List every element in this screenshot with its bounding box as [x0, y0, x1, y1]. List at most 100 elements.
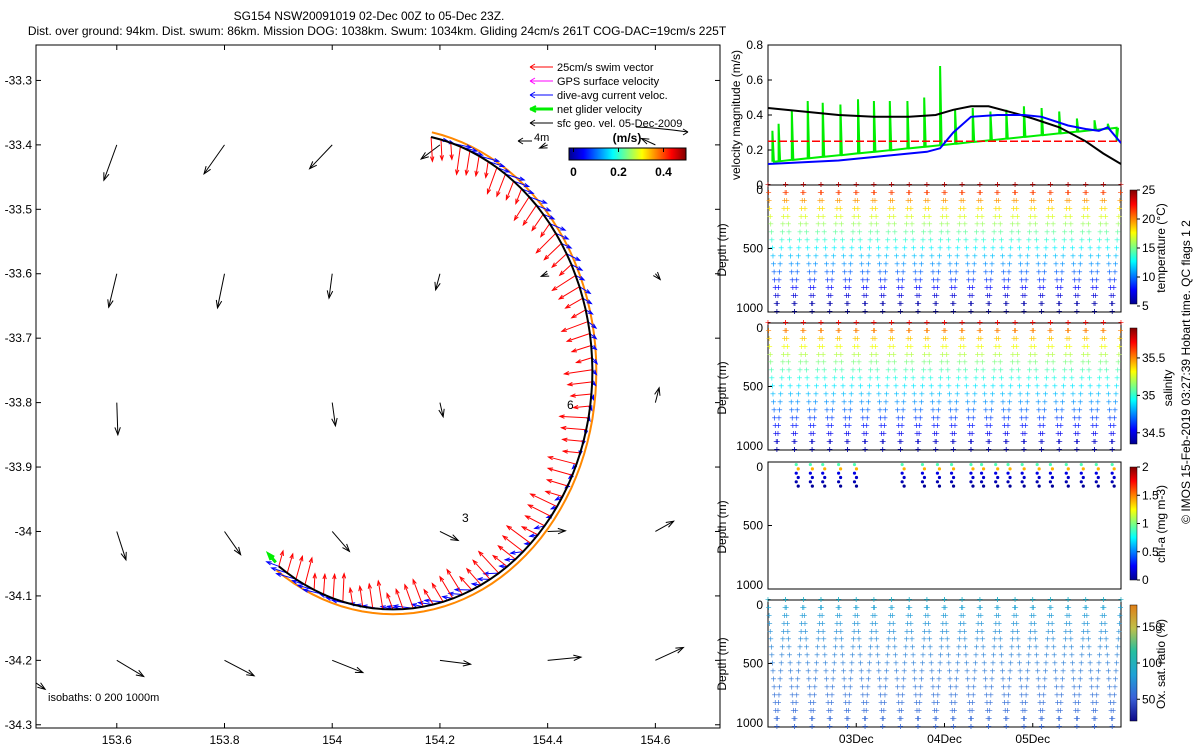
- profile-point: +: [839, 228, 846, 237]
- profile-point: +: [796, 659, 803, 668]
- profile-point: +: [775, 429, 782, 438]
- profile-point: +: [897, 307, 904, 316]
- geo-vector: [547, 530, 566, 532]
- credit-footer: © IMOS 15-Feb-2019 03:27:39 Hobart time.…: [1179, 220, 1193, 524]
- profile-point: +: [1102, 619, 1109, 628]
- profile-point: +: [1001, 690, 1008, 699]
- profile-point: +: [974, 350, 981, 359]
- profile-point: +: [773, 307, 780, 316]
- profile-point: +: [1045, 627, 1052, 636]
- profile-point: +: [1005, 283, 1012, 292]
- profile-point: +: [1099, 188, 1106, 197]
- profile-point: +: [870, 188, 877, 197]
- profile-point: +: [1059, 674, 1066, 683]
- dac-vector: [549, 223, 566, 231]
- profile-point: +: [778, 236, 785, 245]
- profile-point: +: [1064, 334, 1071, 343]
- profile-point: +: [1061, 374, 1068, 383]
- profile-point: +: [1050, 635, 1057, 644]
- profile-point: +: [828, 698, 835, 707]
- profile-point: +: [975, 334, 982, 343]
- profile-point: +: [797, 366, 804, 375]
- profile-point: +: [1022, 283, 1029, 292]
- profile-point: +: [949, 714, 956, 723]
- profile-point: +: [1093, 421, 1100, 430]
- chla-point: [1064, 471, 1068, 475]
- profile-point: +: [984, 421, 991, 430]
- dac-vector-head: [519, 176, 526, 181]
- profile-point: +: [791, 722, 798, 731]
- profile-point: +: [912, 405, 919, 414]
- profile-point: +: [962, 358, 969, 367]
- profile-point: +: [826, 299, 833, 308]
- profile-point: +: [980, 374, 987, 383]
- profile-point: +: [990, 651, 997, 660]
- profile-point: +: [786, 643, 793, 652]
- profile-point: +: [972, 659, 979, 668]
- profile-point: +: [907, 611, 914, 620]
- dac-vector-head: [291, 579, 298, 585]
- geo-vector-head: [557, 527, 567, 535]
- profile-point: +: [1013, 342, 1020, 351]
- profile-point: +: [933, 429, 940, 438]
- profile-point: +: [1097, 220, 1104, 229]
- profile-point: +: [771, 690, 778, 699]
- profile-point: +: [898, 437, 905, 446]
- chla-point: [1035, 462, 1039, 467]
- chla-point: [900, 471, 904, 475]
- profile-point: +: [1070, 259, 1077, 268]
- profile-point: +: [989, 259, 996, 268]
- profile-point: +: [914, 437, 921, 446]
- profile-point: +: [846, 698, 853, 707]
- profile-point: +: [1085, 220, 1092, 229]
- profile-point: +: [943, 342, 950, 351]
- profile-point: +: [1022, 698, 1029, 707]
- profile-point: +: [833, 212, 840, 221]
- map-x-tick-label: 153.8: [209, 733, 239, 747]
- profile-point: +: [875, 382, 882, 391]
- profile-point: +: [1050, 366, 1057, 375]
- profile-point: +: [976, 318, 983, 327]
- profile-point: +: [1015, 643, 1022, 652]
- profile-point: +: [867, 651, 874, 660]
- profile-point: +: [1053, 674, 1060, 683]
- profile-point: +: [975, 619, 982, 628]
- profile-point: +: [953, 682, 960, 691]
- profile-point: +: [1035, 682, 1042, 691]
- profile-point: +: [1093, 283, 1100, 292]
- chla-point: [1006, 480, 1010, 484]
- profile-point: +: [970, 413, 977, 422]
- profile-point: +: [814, 366, 821, 375]
- profile-point: +: [1039, 299, 1046, 308]
- profile-point: +: [868, 220, 875, 229]
- dac-vector: [513, 180, 529, 187]
- profile-point: +: [915, 299, 922, 308]
- profile-point: +: [932, 437, 939, 446]
- chla-point: [1035, 471, 1039, 475]
- profile-point: +: [801, 196, 808, 205]
- profile-point: +: [834, 334, 841, 343]
- profile-point: +: [1085, 635, 1092, 644]
- profile-point: +: [912, 690, 919, 699]
- profile-point: +: [803, 220, 810, 229]
- profile-point: +: [1072, 421, 1079, 430]
- profile-point: +: [926, 635, 933, 644]
- profile-point: +: [930, 267, 937, 276]
- dac-vector: [575, 275, 585, 281]
- chla-point: [1079, 471, 1083, 475]
- profile-point: +: [814, 643, 821, 652]
- profile-point: +: [976, 180, 983, 189]
- profile-point: +: [916, 421, 923, 430]
- profile-point: +: [1070, 674, 1077, 683]
- profile-point: +: [1106, 405, 1113, 414]
- profile-point: +: [964, 666, 971, 675]
- profile-point: +: [835, 180, 842, 189]
- chla-point: [902, 475, 906, 480]
- profile-point: +: [1021, 299, 1028, 308]
- profile-point: +: [801, 188, 808, 197]
- profile-point: +: [917, 690, 924, 699]
- profile-point: +: [1046, 188, 1053, 197]
- swim-vector-head: [367, 582, 373, 589]
- swim-vector-head: [505, 525, 512, 531]
- profile-point: +: [810, 421, 817, 430]
